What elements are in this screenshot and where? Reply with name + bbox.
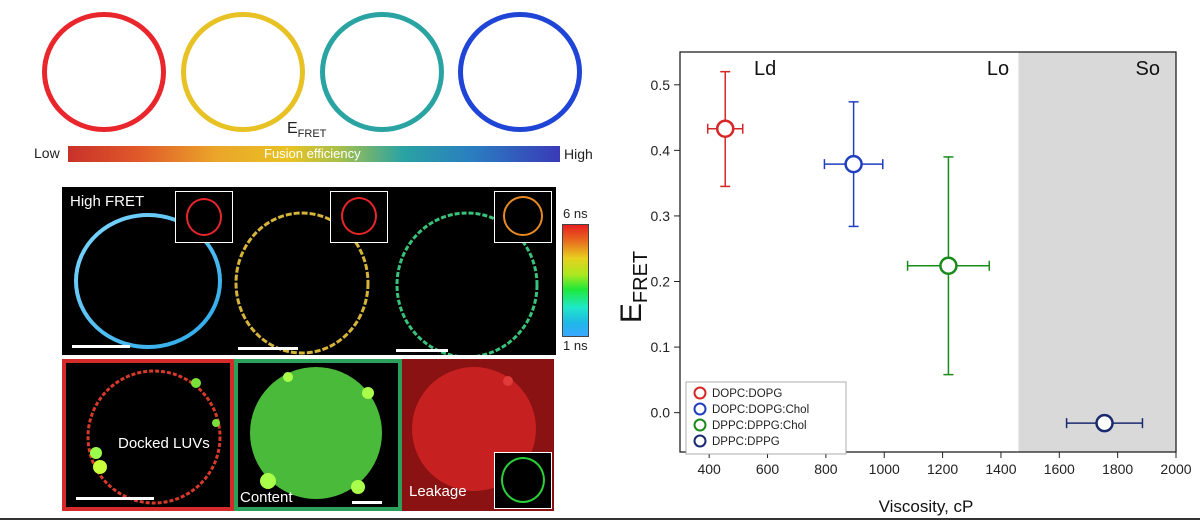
y-tick-label: 0.5 [651,77,671,93]
data-point [715,119,735,138]
legend-label: DOPC:DOPG:Chol [712,404,809,416]
data-point [1095,413,1114,433]
flim-inset-3 [494,191,552,243]
flim-scalebar-3 [396,349,448,352]
ring-blue [458,12,582,132]
series-3 [906,156,991,376]
ring-teal [320,12,444,132]
flim-vesicle-2 [234,211,370,355]
ring-yellow [181,12,305,132]
docked-vesicle [86,369,222,505]
docked-scalebar [76,497,154,500]
efret-label-main: E [287,120,298,137]
y-tick-label: 0.2 [651,274,671,290]
docked-label: Docked LUVs [118,435,210,452]
legend-marker [693,402,707,416]
x-tick-label: 1600 [1044,461,1075,477]
bottom-rule [0,518,1200,520]
flim-scalebar-1 [72,345,130,348]
plot-frame [679,51,1177,453]
x-tick-label: 2000 [1160,461,1191,477]
legend-marker [693,386,707,400]
legend-label: DPPC:DPPG [712,436,780,448]
y-tick-label: 0.4 [651,142,671,158]
y-axis-label: EFRET [615,251,652,323]
flim-vesicle-3 [395,211,539,355]
flim-inset-1 [175,191,233,243]
legend-box [685,381,847,455]
fusion-high-label: High [564,146,593,162]
lifetime-scale-top: 6 ns [563,206,588,221]
leakage-inset [494,452,552,509]
flim-vesicles [74,211,539,355]
flim-scalebar-2 [238,347,298,350]
y-tick-label: 0.1 [651,339,671,355]
lifetime-scale-bottom: 1 ns [563,338,588,353]
y-tick-label: 0.3 [651,208,671,224]
efret-label: EFRET [287,120,326,140]
fusion-center-label: Fusion efficiency [264,146,361,161]
leakage-panel: Leakage [402,359,554,511]
legend-marker [693,434,707,448]
content-label: Content [240,489,293,506]
content-panel: Content [234,359,402,511]
efret-viscosity-chart: Ld Lo So 400 600 800 1000 1200 1400 1600 1800 2000 0… [615,51,1192,516]
docked-panel: Docked LUVs [62,359,234,511]
fusion-gradient-bar [68,146,560,162]
ring-red [42,12,166,132]
legend-label: DPPC:DPPG:Chol [712,420,807,432]
flim-inset-2 [330,191,388,243]
x-tick-label: 600 [756,461,780,477]
series-1 [706,70,744,188]
efret-label-sub: FRET [297,128,327,141]
x-axis-label: Viscosity, cP [879,497,974,516]
data-point [939,256,958,276]
series-2 [823,101,884,228]
legend-label: DOPC:DOPG [712,388,782,400]
lifetime-colorbar [562,224,589,337]
x-tick-label: 1400 [985,461,1016,477]
leakage-label: Leakage [409,483,467,500]
x-tick-label: 1800 [1102,461,1133,477]
flim-vesicle-1 [74,213,222,349]
region-label-ld: Ld [754,58,776,80]
content-vesicle [250,367,382,499]
so-region [1018,52,1176,452]
flim-title: High FRET [70,193,145,210]
data-point [844,154,863,174]
flim-panel: High FRET [62,187,556,355]
x-tick-label: 1200 [927,461,958,477]
content-scalebar [352,501,382,504]
y-tick-label: 0.0 [651,405,671,421]
fusion-low-label: Low [34,145,60,161]
region-label-lo: Lo [987,58,1009,80]
x-tick-label: 400 [697,461,721,477]
series-4 [1065,413,1144,433]
x-tick-label: 1000 [869,461,900,477]
region-label-so: So [1136,58,1160,80]
legend-marker [693,418,707,432]
x-tick-label: 800 [814,461,838,477]
